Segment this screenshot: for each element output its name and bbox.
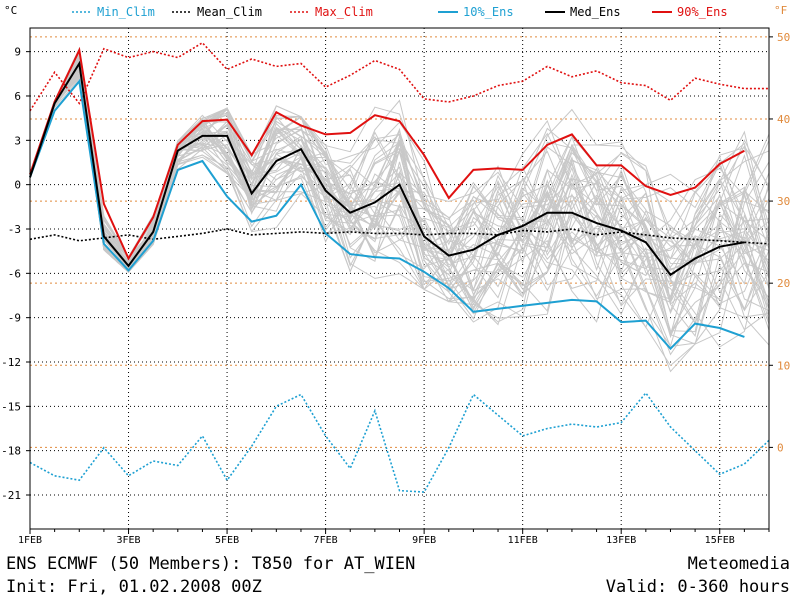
y-tick-label-f: 30 [777,195,790,208]
y-tick-label-f: 20 [777,277,790,290]
y-tick-label: 6 [14,90,21,103]
series-line-med-ens [29,60,745,277]
y-tick-label-f: 40 [777,113,790,126]
legend: Min_Clim Mean_Clim Max_Clim 10%_Ens Med_Ens 9… [72,5,728,19]
ensemble-member-line [29,66,770,309]
x-axis-ticks: 1FEB 3FEB 5FEB 7FEB 9FEB 11FEB 13FEB 15FEB [18,529,770,546]
y-tick-label-f: 0 [777,441,784,454]
y-tick-label: 3 [14,134,21,147]
y-tick-label: 9 [14,46,21,59]
series-line-10-ens [29,78,745,351]
ensemble-member-line [29,73,770,307]
legend-label: Max_Clim [315,5,373,19]
unit-label-c: °C [4,4,17,17]
y-tick-label: -21 [1,489,21,502]
y-tick-label: -6 [8,267,21,280]
x-tick-label: 13FEB [606,535,636,546]
x-tick-label: 1FEB [18,535,42,546]
ensemble-members [29,46,770,373]
ensemble-member-line [29,73,770,325]
provider-label: Meteomedia [687,554,790,574]
y-tick-label: -18 [1,445,21,458]
series-lines [29,41,770,493]
y-tick-label: 0 [14,179,21,192]
series-line-min-clim [29,391,770,493]
ensemble-member-line [29,48,770,348]
x-tick-label: 5FEB [215,535,239,546]
legend-label: Min_Clim [97,5,155,19]
legend-label: Med_Ens [570,5,621,19]
ensemble-member-line [29,66,770,308]
ensemble-member-line [29,49,770,339]
ensemble-member-line [29,56,770,335]
y-tick-label: -9 [8,312,21,325]
legend-label: Mean_Clim [197,5,262,19]
y-tick-label: -3 [8,223,21,236]
x-tick-label: 3FEB [116,535,140,546]
legend-label: 90%_Ens [677,5,728,19]
x-tick-label: 11FEB [508,535,538,546]
y-tick-label-f: 10 [777,359,790,372]
valid-range: Valid: 0-360 hours [605,577,790,597]
x-tick-label: 9FEB [412,535,436,546]
ensemble-member-line [29,51,770,291]
init-time: Init: Fri, 01.02.2008 00Z [6,577,262,597]
grid [29,28,769,529]
plot-frame [29,27,770,530]
unit-label-f: °F [774,4,787,17]
chart-title: ENS ECMWF (50 Members): T850 for AT_WIEN [6,554,416,574]
series-line-90-ens [29,46,745,261]
y-tick-label-f: 50 [777,31,790,44]
y-tick-label: -15 [1,400,21,413]
x-tick-label: 7FEB [314,535,338,546]
y-tick-label: -12 [1,356,21,369]
legend-label: 10%_Ens [463,5,514,19]
series-line-max-clim [29,41,769,112]
x-tick-label: 15FEB [705,535,735,546]
